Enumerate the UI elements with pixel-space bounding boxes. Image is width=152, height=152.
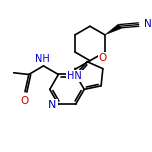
Text: N: N [48, 100, 56, 110]
Text: N: N [144, 19, 152, 29]
Polygon shape [105, 24, 121, 35]
Text: O: O [99, 53, 107, 63]
Text: O: O [21, 96, 29, 105]
Text: NH: NH [35, 54, 50, 64]
Text: HN: HN [67, 71, 81, 81]
